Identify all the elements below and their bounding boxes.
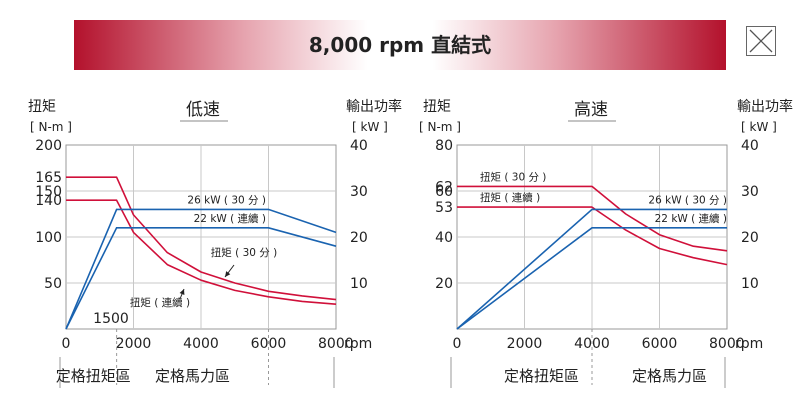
y-left-tick-label: 200: [35, 138, 62, 154]
power-series-line: [65, 208, 337, 330]
x-tick-label: 4000: [183, 336, 219, 352]
power-series-line: [65, 227, 337, 330]
y-right-tick-label: 10: [350, 276, 368, 292]
close-icon: [749, 29, 773, 53]
y-left-label: 扭矩: [423, 99, 451, 115]
x-tick-label: 2000: [507, 336, 543, 352]
x-tick-label: 8000: [318, 336, 354, 352]
y-right-unit: [ kW ]: [741, 120, 777, 134]
torque-series-label: 扭矩 ( 30 分 ): [211, 246, 277, 259]
power-series-label: 26 kW ( 30 分 ): [187, 194, 266, 206]
y-left-tick-label: 62: [435, 179, 453, 195]
region-label-torque: 定格扭矩區: [56, 367, 131, 385]
y-right-tick-label: 10: [741, 276, 759, 292]
y-left-tick-label: 53: [435, 200, 453, 216]
torque-series-label: 扭矩 ( 30 分 ): [480, 170, 546, 183]
y-left-tick-label: 60: [435, 184, 453, 200]
chart-title: 高速: [574, 100, 608, 120]
y-left-label: 扭矩: [28, 99, 56, 115]
y-left-tick-label: 140: [35, 193, 62, 209]
base-speed-label: 1500: [93, 311, 129, 327]
region-label-power: 定格馬力區: [155, 367, 230, 385]
torque-series-label: 扭矩 ( 連續 ): [480, 191, 540, 204]
y-left-tick-label: 150: [35, 184, 62, 200]
y-left-tick-label: 165: [35, 170, 62, 186]
y-left-tick-label: 20: [435, 276, 453, 292]
region-label-power: 定格馬力區: [632, 367, 707, 385]
y-left-tick-label: 80: [435, 138, 453, 154]
y-right-unit: [ kW ]: [352, 120, 388, 134]
x-tick-label: 6000: [642, 336, 678, 352]
x-tick-label: 2000: [116, 336, 152, 352]
power-series-label: 22 kW ( 連續 ): [655, 212, 727, 225]
y-right-tick-label: 20: [350, 230, 368, 246]
power-series-line: [456, 227, 727, 330]
y-left-tick-label: 100: [35, 230, 62, 246]
torque-series-line: [457, 206, 728, 266]
chart-title: 低速: [186, 100, 220, 120]
x-tick-label: 8000: [709, 336, 745, 352]
torque-series-label: 扭矩 ( 連續 ): [130, 296, 190, 309]
power-series-label: 22 kW ( 連續 ): [194, 212, 266, 225]
close-button[interactable]: [746, 26, 776, 56]
annotation-arrowhead: [225, 271, 231, 277]
x-unit: rpm: [344, 336, 372, 352]
x-tick-label: 0: [453, 336, 462, 352]
y-right-tick-label: 40: [741, 138, 759, 154]
y-left-tick-label: 40: [435, 230, 453, 246]
x-unit: rpm: [735, 336, 763, 352]
region-label-torque: 定格扭矩區: [504, 367, 579, 385]
power-series-line: [456, 208, 727, 330]
y-right-tick-label: 20: [741, 230, 759, 246]
y-right-tick-label: 40: [350, 138, 368, 154]
torque-series-line: [66, 176, 337, 301]
y-right-label: 輸出功率: [737, 98, 793, 115]
y-right-tick-label: 30: [350, 184, 368, 200]
y-right-tick-label: 30: [741, 184, 759, 200]
y-left-unit: [ N-m ]: [419, 120, 461, 134]
power-series-label: 26 kW ( 30 分 ): [648, 194, 727, 206]
banner-title: 8,000 rpm 直結式: [308, 33, 492, 57]
y-left-unit: [ N-m ]: [30, 120, 72, 134]
x-tick-label: 0: [62, 336, 71, 352]
title-banner: 8,000 rpm 直結式: [74, 20, 726, 70]
y-right-label: 輸出功率: [346, 98, 402, 115]
torque-series-line: [457, 185, 728, 252]
annotation-arrowhead: [179, 289, 185, 295]
torque-series-line: [66, 199, 337, 305]
y-left-tick-label: 50: [44, 276, 62, 292]
